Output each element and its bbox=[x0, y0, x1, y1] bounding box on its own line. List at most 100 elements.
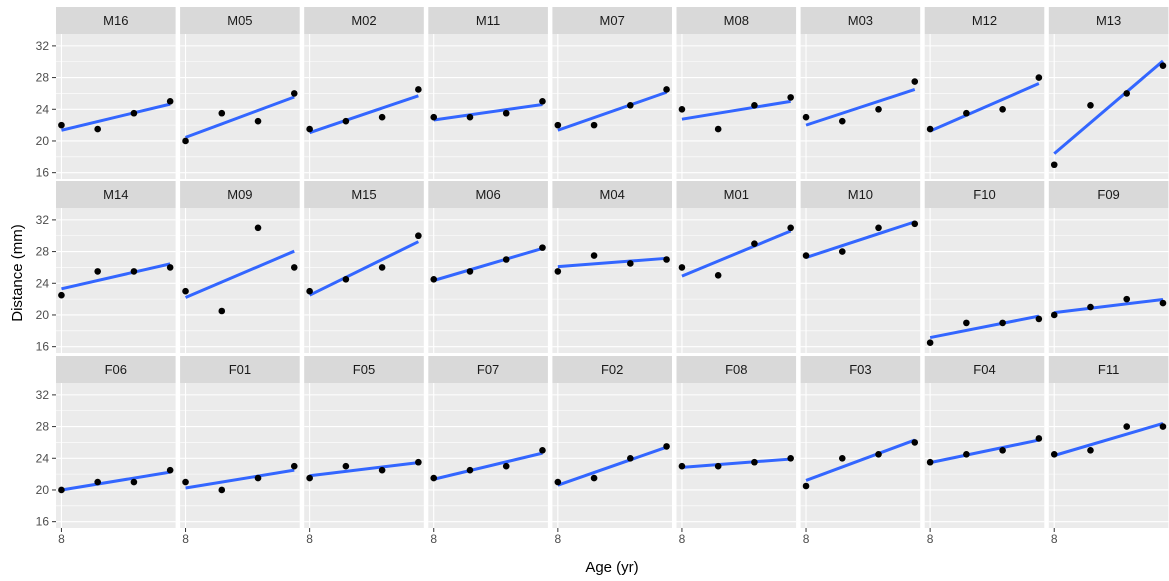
facet-panel: M12 bbox=[924, 7, 1045, 179]
y-tick-label: 16 bbox=[36, 340, 50, 354]
facet-strip bbox=[304, 181, 424, 208]
data-point bbox=[999, 105, 1006, 113]
panel-background bbox=[1048, 383, 1169, 528]
fit-line bbox=[681, 99, 791, 121]
data-point bbox=[802, 113, 810, 121]
data-point bbox=[166, 466, 174, 474]
data-point bbox=[466, 466, 474, 474]
x-tick-label: 8 bbox=[58, 532, 65, 546]
panel-background bbox=[552, 208, 672, 353]
data-point bbox=[182, 287, 189, 295]
facet-strip bbox=[180, 181, 300, 208]
fit-line bbox=[681, 229, 792, 278]
x-tick-label: 8 bbox=[430, 532, 437, 546]
panel-background bbox=[180, 208, 300, 353]
data-point bbox=[130, 109, 138, 117]
x-tick-label: 8 bbox=[927, 532, 934, 546]
panel-background bbox=[924, 383, 1045, 528]
data-point bbox=[911, 78, 919, 85]
data-point bbox=[911, 220, 919, 228]
panel-background bbox=[180, 34, 300, 179]
panel-background bbox=[304, 34, 424, 179]
facet-panel: M11 bbox=[428, 7, 548, 179]
fit-line bbox=[61, 262, 171, 291]
facet-label: F06 bbox=[105, 362, 127, 377]
data-point bbox=[1123, 90, 1131, 97]
data-point bbox=[254, 474, 262, 482]
facet-strip bbox=[180, 7, 300, 34]
y-tick-label: 32 bbox=[36, 213, 50, 227]
data-point bbox=[1050, 311, 1058, 319]
facet-strip bbox=[924, 356, 1045, 383]
data-point bbox=[218, 307, 226, 315]
fit-line bbox=[929, 82, 1040, 133]
data-point bbox=[663, 86, 670, 93]
panel-background bbox=[676, 208, 797, 353]
facet-panel: F02 8 bbox=[552, 356, 672, 546]
y-tick-label: 20 bbox=[36, 483, 50, 497]
panel-background bbox=[1048, 208, 1169, 353]
fit-line bbox=[557, 445, 668, 487]
data-point bbox=[502, 462, 510, 470]
fit-line bbox=[1054, 298, 1164, 315]
panel-background bbox=[676, 34, 797, 179]
fit-line bbox=[805, 220, 916, 259]
data-point bbox=[306, 474, 313, 482]
facet-panel: M08 bbox=[676, 7, 797, 179]
facet-label: M16 bbox=[103, 13, 128, 28]
facet-label: M04 bbox=[600, 187, 625, 202]
data-point bbox=[926, 339, 934, 346]
y-tick-label: 16 bbox=[36, 166, 50, 180]
data-point bbox=[466, 268, 474, 275]
fit-line bbox=[61, 102, 171, 132]
data-point bbox=[94, 478, 101, 486]
data-point bbox=[911, 439, 919, 446]
panel-background bbox=[800, 383, 921, 528]
data-point bbox=[926, 458, 934, 466]
facet-label: M08 bbox=[724, 13, 749, 28]
data-point bbox=[1050, 161, 1058, 169]
data-point bbox=[254, 224, 262, 232]
facet-strip bbox=[924, 7, 1045, 34]
fit-line bbox=[929, 314, 1040, 340]
data-point bbox=[1035, 315, 1043, 323]
fit-line bbox=[433, 246, 543, 282]
panel-background bbox=[800, 208, 921, 353]
x-tick-label: 8 bbox=[679, 532, 686, 546]
data-point bbox=[751, 458, 758, 466]
data-point bbox=[1050, 451, 1058, 458]
facet-panel: M07 bbox=[552, 7, 672, 179]
data-point bbox=[926, 125, 934, 133]
facet-panel: M10 bbox=[800, 181, 921, 353]
data-point bbox=[999, 319, 1006, 327]
data-point bbox=[1035, 74, 1043, 81]
data-point bbox=[58, 486, 65, 494]
facet-label: M01 bbox=[724, 187, 749, 202]
data-point bbox=[94, 125, 101, 133]
panel-background bbox=[552, 34, 672, 179]
data-point bbox=[678, 105, 686, 113]
facet-strip bbox=[800, 181, 921, 208]
y-axis-title: Distance (mm) bbox=[9, 224, 26, 322]
data-point bbox=[1159, 299, 1167, 307]
panel-background bbox=[552, 383, 672, 528]
facet-label: M05 bbox=[227, 13, 252, 28]
data-point bbox=[539, 244, 546, 251]
y-tick-label: 32 bbox=[36, 388, 50, 402]
data-point bbox=[182, 478, 189, 486]
fit-line bbox=[309, 94, 419, 135]
data-point bbox=[430, 276, 438, 283]
panel-background bbox=[428, 208, 548, 353]
data-point bbox=[430, 474, 438, 482]
facet-strip bbox=[428, 7, 548, 34]
panel-background bbox=[56, 383, 176, 528]
data-point bbox=[415, 86, 422, 93]
data-point bbox=[342, 462, 350, 470]
facet-strip bbox=[428, 356, 548, 383]
facet-label: F05 bbox=[353, 362, 375, 377]
facet-panel: M02 bbox=[304, 7, 424, 179]
facet-label: M11 bbox=[476, 13, 500, 28]
panel-background bbox=[180, 383, 300, 528]
facet-panel: F01 8 bbox=[180, 356, 300, 546]
facet-label: M03 bbox=[848, 13, 873, 28]
